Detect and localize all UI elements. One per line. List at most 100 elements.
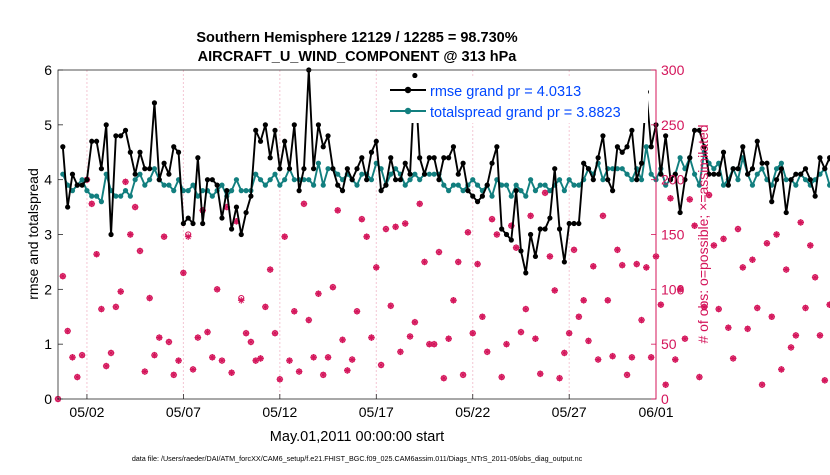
- rmse-point: [561, 259, 567, 265]
- rmse-point: [243, 209, 249, 216]
- obs-assimilated-marker: [488, 215, 496, 223]
- obs-assimilated-marker: [329, 283, 337, 291]
- rmse-point: [407, 171, 413, 177]
- y-right-tick-label: 50: [661, 336, 677, 352]
- rmse-point: [716, 171, 722, 177]
- rmse-point: [436, 177, 442, 183]
- totalspread-point: [320, 182, 326, 188]
- x-tick-label: 05/02: [69, 404, 104, 420]
- rmse-point: [301, 166, 307, 172]
- rmse-point: [200, 220, 206, 227]
- totalspread-point: [253, 171, 259, 177]
- rmse-point: [711, 171, 717, 177]
- obs-assimilated-marker: [599, 212, 607, 220]
- obs-assimilated-marker: [122, 178, 129, 186]
- rmse-point: [190, 220, 196, 227]
- rmse-point: [286, 166, 293, 172]
- totalspread-point: [455, 182, 461, 188]
- totalspread-point: [489, 193, 495, 199]
- rmse-point: [195, 155, 201, 161]
- rmse-point: [773, 177, 780, 183]
- obs-assimilated-marker: [705, 191, 713, 199]
- totalspread-point: [614, 166, 621, 172]
- obs-assimilated-marker: [426, 340, 433, 348]
- obs-assimilated-marker: [286, 357, 293, 364]
- obs-assimilated-marker: [628, 354, 636, 361]
- rmse-point: [219, 215, 225, 221]
- rmse-point: [629, 127, 635, 133]
- rmse-point: [783, 209, 789, 216]
- obs-assimilated-marker: [233, 218, 240, 225]
- rmse-point: [151, 100, 158, 106]
- rmse-point: [822, 166, 828, 172]
- obs-assimilated-marker: [247, 338, 255, 346]
- obs-assimilated-marker: [262, 303, 269, 311]
- obs-assimilated-marker: [271, 329, 279, 337]
- rmse-point: [740, 144, 746, 150]
- obs-assimilated-marker: [454, 258, 462, 266]
- obs-assimilated-marker: [218, 357, 226, 364]
- rmse-point: [354, 166, 360, 172]
- y-left-tick-label: 6: [44, 62, 52, 78]
- rmse-point: [537, 226, 543, 232]
- rmse-point: [759, 160, 765, 166]
- totalspread-point: [137, 171, 143, 177]
- rmse-point: [576, 220, 582, 227]
- obs-assimilated-marker: [623, 371, 631, 379]
- obs-assimilated-marker: [392, 223, 399, 231]
- obs-assimilated-marker: [194, 334, 202, 341]
- obs-assimilated-marker: [252, 357, 260, 364]
- obs-assimilated-marker: [585, 337, 592, 345]
- footnote: data file: /Users/raeder/DAI/ATM_forcXX/…: [132, 454, 583, 463]
- totalspread-point: [711, 166, 717, 172]
- obs-assimilated-marker: [508, 222, 515, 230]
- obs-assimilated-marker: [223, 203, 231, 211]
- obs-assimilated-marker: [493, 231, 501, 238]
- obs-assimilated-marker: [551, 287, 559, 294]
- obs-assimilated-marker: [199, 207, 206, 214]
- obs-assimilated-marker: [700, 303, 708, 311]
- totalspread-point: [200, 188, 206, 194]
- obs-assimilated-marker: [242, 329, 250, 337]
- totalspread-point: [161, 182, 167, 188]
- totalspread-point: [113, 193, 119, 199]
- rmse-point: [812, 193, 818, 199]
- totalspread-point: [542, 182, 548, 188]
- obs-assimilated-marker: [729, 355, 737, 362]
- rmse-point: [320, 144, 326, 150]
- rmse-point: [658, 171, 664, 177]
- rmse-point: [161, 160, 167, 166]
- rmse-point: [93, 138, 100, 144]
- rmse-point: [460, 160, 466, 166]
- rmse-point: [378, 188, 384, 194]
- obs-assimilated-marker: [686, 196, 694, 203]
- totalspread-point: [503, 182, 510, 188]
- rmse-point: [769, 199, 775, 205]
- obs-assimilated-marker: [209, 354, 216, 361]
- rmse-point: [214, 182, 220, 188]
- rmse-point: [518, 248, 524, 254]
- obs-assimilated-marker: [512, 244, 520, 251]
- obs-assimilated-marker: [416, 200, 423, 208]
- rmse-point: [595, 155, 601, 161]
- totalspread-point: [460, 188, 466, 194]
- totalspread-point: [638, 177, 645, 183]
- totalspread-point: [556, 177, 563, 183]
- rmse-point: [614, 144, 621, 150]
- rmse-point: [349, 177, 355, 183]
- rmse-point: [339, 188, 346, 194]
- obs-assimilated-marker: [782, 266, 790, 273]
- rmse-point: [696, 127, 703, 133]
- totalspread-point: [773, 166, 780, 172]
- totalspread-point: [759, 166, 765, 172]
- obs-assimilated-marker: [344, 367, 351, 374]
- totalspread-point: [426, 171, 432, 177]
- obs-assimilated-marker: [546, 253, 554, 260]
- legend-rmse-label: rmse grand pr = 4.0313: [430, 84, 581, 100]
- rmse-point: [441, 155, 447, 161]
- y-left-tick-label: 4: [44, 172, 52, 188]
- obs-assimilated-marker: [522, 305, 530, 313]
- rmse-point: [421, 171, 428, 177]
- rmse-point: [691, 127, 698, 133]
- rmse-point: [108, 231, 114, 238]
